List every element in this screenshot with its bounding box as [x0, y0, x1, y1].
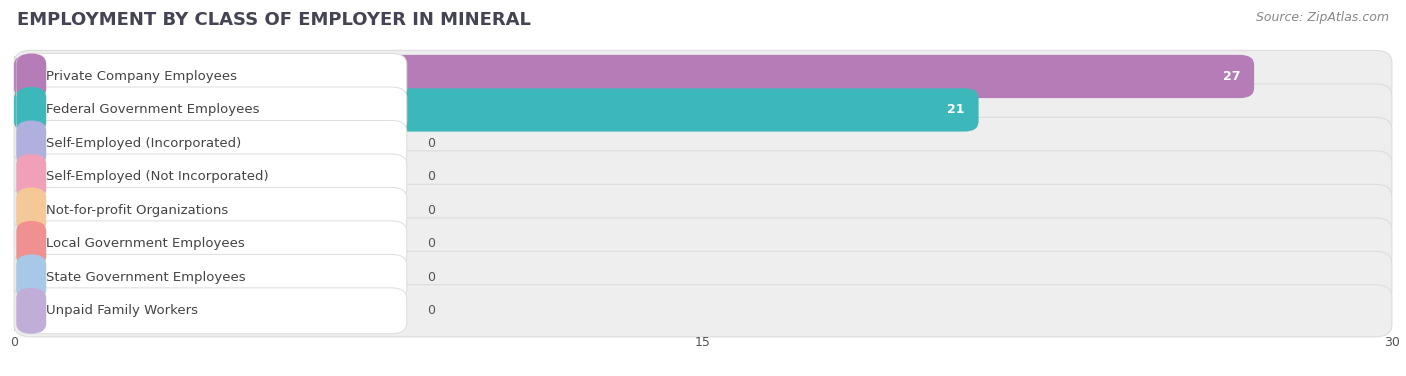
Text: Private Company Employees: Private Company Employees — [46, 70, 238, 83]
FancyBboxPatch shape — [14, 151, 1392, 203]
FancyBboxPatch shape — [14, 55, 1254, 98]
FancyBboxPatch shape — [17, 187, 46, 233]
Text: Source: ZipAtlas.com: Source: ZipAtlas.com — [1256, 11, 1389, 24]
Text: EMPLOYMENT BY CLASS OF EMPLOYER IN MINERAL: EMPLOYMENT BY CLASS OF EMPLOYER IN MINER… — [17, 11, 530, 29]
FancyBboxPatch shape — [17, 288, 406, 334]
FancyBboxPatch shape — [17, 255, 46, 300]
FancyBboxPatch shape — [17, 87, 406, 133]
FancyBboxPatch shape — [17, 154, 406, 200]
Text: Federal Government Employees: Federal Government Employees — [46, 103, 260, 117]
Text: 0: 0 — [427, 271, 436, 284]
FancyBboxPatch shape — [17, 53, 406, 99]
Text: 21: 21 — [948, 103, 965, 117]
Text: Self-Employed (Incorporated): Self-Employed (Incorporated) — [46, 137, 242, 150]
FancyBboxPatch shape — [17, 221, 406, 267]
FancyBboxPatch shape — [14, 84, 1392, 136]
FancyBboxPatch shape — [17, 288, 46, 334]
Text: 27: 27 — [1223, 70, 1240, 83]
Text: Unpaid Family Workers: Unpaid Family Workers — [46, 304, 198, 317]
FancyBboxPatch shape — [14, 50, 1392, 103]
Text: 0: 0 — [427, 170, 436, 183]
Text: State Government Employees: State Government Employees — [46, 271, 246, 284]
Text: 0: 0 — [427, 204, 436, 217]
FancyBboxPatch shape — [14, 117, 1392, 170]
FancyBboxPatch shape — [17, 120, 406, 166]
FancyBboxPatch shape — [14, 285, 1392, 337]
FancyBboxPatch shape — [17, 120, 46, 166]
FancyBboxPatch shape — [17, 53, 46, 99]
FancyBboxPatch shape — [14, 218, 1392, 270]
FancyBboxPatch shape — [14, 88, 979, 132]
Text: 0: 0 — [427, 304, 436, 317]
Text: Local Government Employees: Local Government Employees — [46, 237, 245, 250]
FancyBboxPatch shape — [17, 87, 46, 133]
FancyBboxPatch shape — [14, 251, 1392, 303]
Text: 0: 0 — [427, 237, 436, 250]
FancyBboxPatch shape — [17, 255, 406, 300]
FancyBboxPatch shape — [17, 154, 46, 200]
FancyBboxPatch shape — [17, 221, 46, 267]
Text: Not-for-profit Organizations: Not-for-profit Organizations — [46, 204, 228, 217]
Text: 0: 0 — [427, 137, 436, 150]
FancyBboxPatch shape — [14, 184, 1392, 237]
FancyBboxPatch shape — [17, 187, 406, 233]
Text: Self-Employed (Not Incorporated): Self-Employed (Not Incorporated) — [46, 170, 269, 183]
